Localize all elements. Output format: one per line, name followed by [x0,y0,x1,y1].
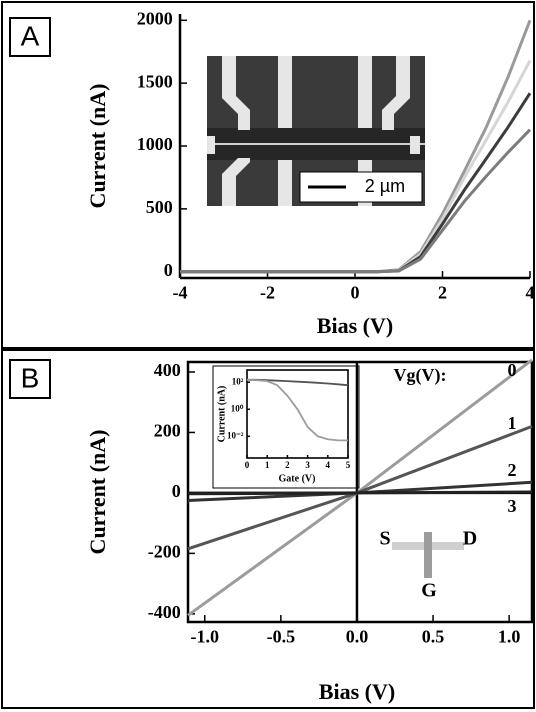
x-tick-label: -2 [260,282,275,302]
y-tick-label: 0 [164,260,173,280]
y-tick-label: 1500 [137,71,173,91]
y-tick-label: 200 [154,421,181,441]
x-tick-label: 2 [285,460,290,470]
panel-label: B [21,362,40,393]
x-axis-label: Bias (V) [319,679,395,704]
x-tick-label: -0.5 [267,626,296,646]
x-tick-label: 0 [245,460,250,470]
x-tick-label: 4 [526,282,535,302]
plot-frame [246,369,349,459]
series-label: 0 [508,360,517,380]
x-tick-label: 0 [351,282,360,302]
y-tick-label: 500 [146,197,173,217]
x-tick-label: 2 [438,282,447,302]
y-tick-label: 10⁻² [227,430,244,440]
diagram-label: G [421,580,437,602]
x-tick-label: 5 [346,460,351,470]
x-axis-label: Gate (V) [279,473,316,484]
panel-frame [1,349,535,709]
series-label: 3 [508,496,517,516]
x-tick-label: -4 [173,282,188,302]
x-tick-label: 1 [265,460,270,470]
y-tick-label: 400 [154,360,181,380]
y-tick-label: 10² [232,376,244,386]
sem-inset [207,56,425,206]
data-line [187,490,533,496]
y-axis-label: Current (nA) [85,430,110,555]
y-tick-label: 2000 [137,8,173,28]
x-axis-label: Bias (V) [317,313,393,338]
x-tick-label: 4 [326,460,331,470]
y-axis-label: Current (nA) [85,84,110,209]
panel-label-box [9,359,51,399]
data-line [246,378,348,442]
panel-frame [1,1,535,349]
inset-frame [212,365,360,489]
y-tick-label: -200 [148,541,181,561]
y-tick-label: 1000 [137,134,173,154]
panel-label-box [9,17,51,57]
series-label: 1 [508,413,517,433]
y-axis-label: Current (nA) [216,386,227,443]
x-tick-label: -1.0 [190,626,219,646]
series-label: 2 [508,460,517,480]
legend-title: Vg(V): [394,365,447,386]
scale-bar-label: 2 µm [365,176,405,196]
diagram-label: D [463,528,477,550]
y-tick-label: 10⁰ [231,403,244,413]
x-tick-label: 0.5 [422,626,445,646]
data-line [180,128,532,274]
panel-label: A [21,20,40,51]
x-tick-label: 3 [305,460,310,470]
x-tick-label: 0.0 [346,626,369,646]
y-tick-label: 0 [172,481,181,501]
x-tick-label: 1.0 [498,626,521,646]
y-tick-label: -400 [148,602,181,622]
diagram-label: S [379,528,390,550]
gate-bar [424,532,432,578]
